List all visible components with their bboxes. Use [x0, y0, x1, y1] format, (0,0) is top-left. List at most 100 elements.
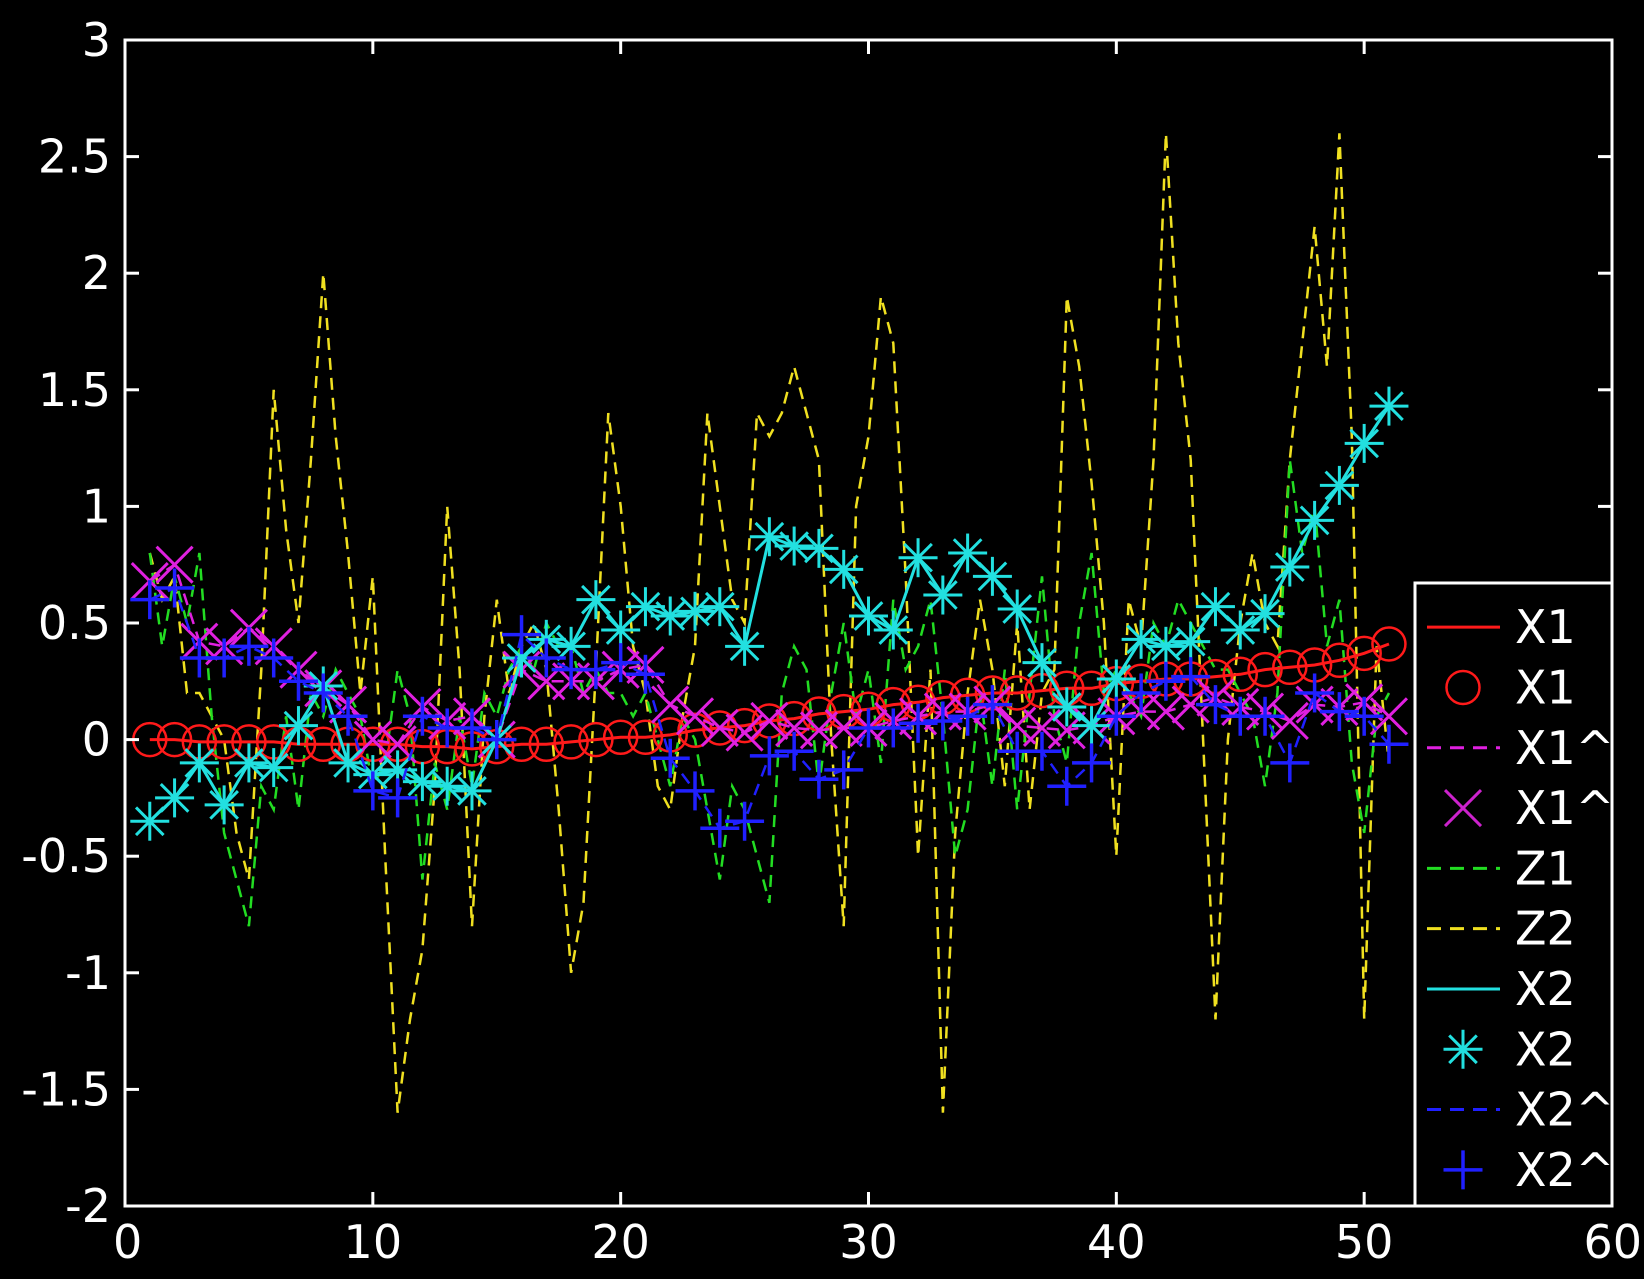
data-point-star [601, 610, 641, 650]
data-point-star [278, 706, 318, 746]
data-point-plus [774, 731, 814, 771]
data-point-plus [1096, 696, 1136, 736]
data-point-star [873, 610, 913, 650]
data-point-star [1295, 500, 1335, 540]
data-point-plus [378, 778, 418, 818]
data-point-star [774, 526, 814, 566]
data-point-star [551, 626, 591, 666]
series-2 [148, 459, 1391, 927]
data-point-plus [1171, 657, 1211, 697]
data-point-plus [1047, 766, 1087, 806]
data-point-plus [923, 701, 963, 741]
y-tick-label: 0.5 [38, 596, 111, 650]
data-point-plus [1295, 673, 1335, 713]
data-point-plus [278, 661, 318, 701]
data-point-plus [526, 638, 566, 678]
data-point-star [1022, 643, 1062, 683]
data-point-star [1195, 587, 1235, 627]
data-point-star [1443, 1029, 1483, 1069]
data-point-plus [1319, 692, 1359, 732]
legend-entry: Z1 [1427, 841, 1576, 895]
legend-entry: X1 [1445, 660, 1576, 714]
legend-label: X1 [1515, 660, 1576, 714]
data-point-x [155, 545, 194, 584]
data-point-circle [1321, 642, 1358, 679]
x-tick-label: 30 [839, 1215, 898, 1269]
legend-entry: X1^ [1443, 781, 1614, 835]
data-point-star [427, 766, 467, 806]
data-point-plus [254, 638, 294, 678]
data-point-circle [1222, 656, 1258, 693]
y-tick-label: 2.5 [38, 130, 111, 184]
data-point-circle [528, 726, 565, 763]
data-point-plus [1121, 673, 1161, 713]
x-tick-label: 10 [344, 1215, 403, 1269]
data-point-x [1369, 697, 1409, 736]
data-point-circle [553, 724, 589, 760]
data-point-circle [627, 719, 664, 756]
data-point-plus [749, 736, 789, 776]
series-line [148, 133, 1391, 1113]
data-point-star [1220, 610, 1260, 650]
legend-entry: X2^ [1427, 1083, 1614, 1137]
data-point-star [1047, 687, 1087, 727]
data-point-plus [130, 580, 170, 620]
data-point-plus [898, 703, 938, 743]
data-point-plus [1270, 743, 1310, 783]
data-point-plus [1344, 696, 1384, 736]
data-point-plus [1072, 743, 1112, 783]
data-point-star [1344, 423, 1384, 463]
legend-label: X2 [1515, 962, 1576, 1016]
data-point-star [675, 591, 715, 631]
series-4 [130, 386, 1409, 841]
legend-entry: X1 [1427, 600, 1576, 654]
legend-entry: X2^ [1443, 1143, 1614, 1197]
legend-label: X2^ [1515, 1143, 1614, 1197]
y-axis-tick-labels: 3 2.5 2 1.5 1 0.5 0 -0.5 -1 -1.5 -2 [21, 13, 111, 1233]
data-point-plus [799, 759, 839, 799]
data-point-plus [1443, 1150, 1483, 1190]
legend-label: X2^ [1515, 1083, 1614, 1137]
x-axis-tick-labels: 0 10 20 30 40 50 60 [113, 1215, 1642, 1269]
data-point-star [1121, 619, 1161, 659]
data-point-star [1369, 386, 1409, 426]
data-point-star [725, 626, 765, 666]
data-point-star [923, 575, 963, 615]
legend-entry: X2 [1427, 962, 1576, 1016]
data-point-star [1319, 465, 1359, 505]
x-tick-label: 60 [1583, 1215, 1642, 1269]
data-point-star [948, 533, 988, 573]
data-point-star [1171, 622, 1211, 662]
data-point-star [1245, 594, 1285, 634]
data-point-plus [1195, 685, 1235, 725]
data-point-circle [1247, 651, 1283, 688]
data-point-plus [675, 771, 715, 811]
data-point-plus [477, 720, 517, 760]
data-point-circle [503, 726, 540, 763]
data-point-star [130, 801, 170, 841]
data-point-star [254, 748, 294, 788]
data-point-star [972, 556, 1012, 596]
data-point-circle [1272, 649, 1308, 686]
data-point-x [675, 697, 715, 736]
data-point-star [402, 762, 442, 802]
y-tick-label: 1 [82, 479, 111, 533]
data-point-circle [156, 721, 193, 758]
y-tick-label: -1.5 [21, 1062, 111, 1116]
data-point-plus [204, 638, 244, 678]
series-layer [130, 133, 1409, 1113]
series-5 [130, 568, 1409, 848]
data-point-circle [602, 719, 639, 756]
data-point-star [576, 580, 616, 620]
legend-entry: X1^ [1427, 721, 1614, 775]
data-point-plus [353, 771, 393, 811]
y-tick-label: 1.5 [38, 363, 111, 417]
data-point-x [1146, 692, 1185, 731]
data-point-x [725, 713, 764, 752]
data-point-plus [601, 643, 641, 683]
data-point-star [452, 771, 492, 811]
data-point-plus [625, 654, 665, 694]
legend-entry: Z2 [1427, 902, 1576, 956]
data-point-x [1270, 701, 1309, 741]
